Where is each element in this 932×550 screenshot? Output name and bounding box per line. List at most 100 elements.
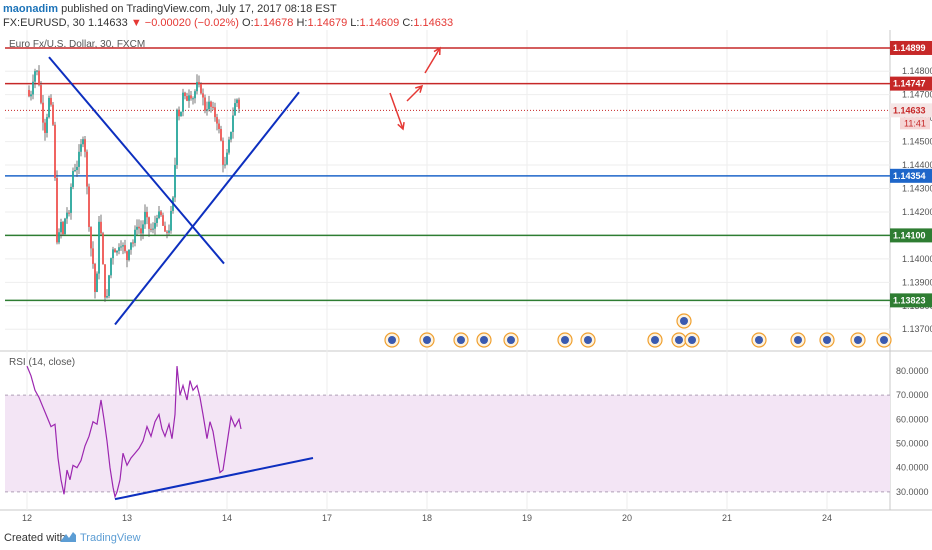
high-label: H: [296, 17, 308, 29]
event-flag-icon-inner [680, 317, 688, 325]
candle-body [238, 99, 240, 109]
candle-body [118, 247, 120, 251]
event-flag-icon-inner [507, 336, 515, 344]
candle-body [40, 85, 42, 103]
rsi-tick-label: 40.0000 [896, 463, 929, 473]
candle-body [138, 226, 140, 229]
candle-body [228, 139, 230, 153]
candle-body [168, 230, 170, 233]
chart-header: maonadim published on TradingView.com, J… [0, 0, 932, 30]
candle-body [202, 93, 204, 98]
chart-area[interactable]: Euro Fx/U.S. Dollar, 30, FXCM 1.14800 1.14… [0, 30, 932, 525]
candle-body [124, 245, 126, 252]
candle-body [96, 273, 98, 292]
event-flag-icon-inner [388, 336, 396, 344]
price-tick-label: 1.14000 [902, 254, 932, 264]
candle-body [156, 217, 158, 223]
price-tick-label: 1.13700 [902, 324, 932, 334]
candle-body [190, 95, 192, 99]
low-label: L: [350, 17, 360, 29]
candle-body [170, 210, 172, 231]
candle-body [68, 212, 70, 214]
candle-body [196, 82, 198, 92]
rsi-tick-label: 30.0000 [896, 487, 929, 497]
candle-body [106, 296, 108, 298]
event-flag-icon-inner [584, 336, 592, 344]
candle-body [164, 225, 166, 232]
level-price-label: 1.14747 [893, 79, 926, 89]
candle-body [144, 211, 146, 225]
rsi-tick-label: 70.0000 [896, 390, 929, 400]
candle-body [74, 169, 76, 172]
event-flag-icon-inner [423, 336, 431, 344]
last-price: 1.14633 [87, 17, 128, 29]
candle-body [146, 211, 148, 218]
candle-body [182, 92, 184, 112]
candle-body [32, 81, 34, 95]
candle-body [60, 222, 62, 233]
publish-text: published on TradingView.com, July 17, 2… [61, 3, 337, 15]
candle-body [100, 221, 102, 234]
candle-body [208, 101, 210, 110]
rsi-tick-label: 80.0000 [896, 366, 929, 376]
candle-body [220, 129, 222, 141]
candle-body [102, 233, 104, 265]
candle-body [180, 111, 182, 117]
time-tick-label: 13 [122, 513, 132, 523]
candle-body [54, 124, 56, 179]
rsi-pane-title: RSI (14, close) [9, 357, 75, 368]
price-tick-label: 1.14800 [902, 66, 932, 76]
price-tick-label: 1.14500 [902, 137, 932, 147]
event-flag-icon-inner [880, 336, 888, 344]
symbol-label: FX:EURUSD, 30 [3, 17, 85, 29]
countdown-label: 11:41 [904, 118, 926, 128]
candle-body [200, 83, 202, 94]
candle-body [92, 248, 94, 264]
price-change: −0.00020 (−0.02%) [144, 17, 239, 29]
publish-line: maonadim published on TradingView.com, J… [3, 3, 337, 15]
candle-body [62, 222, 64, 235]
time-tick-label: 18 [422, 513, 432, 523]
candle-body [140, 228, 142, 234]
candle-body [150, 228, 152, 230]
event-flag-icon-inner [561, 336, 569, 344]
candle-body [132, 242, 134, 244]
rsi-line [26, 365, 242, 499]
candle-body [130, 242, 132, 250]
candle-body [64, 218, 66, 235]
candle-body [98, 221, 100, 274]
candle-body [142, 224, 144, 234]
event-flag-icon-inner [794, 336, 802, 344]
level-price-tag [890, 228, 932, 243]
candle-body [186, 96, 188, 101]
tradingview-brand[interactable]: TradingView [80, 532, 141, 544]
candle-body [80, 144, 82, 152]
candle-body [88, 186, 90, 227]
candle-body [76, 166, 78, 170]
candle-body [58, 232, 60, 243]
candle-body [94, 263, 96, 292]
candle-body [108, 275, 110, 297]
open-label: O: [242, 17, 254, 29]
candle-body [222, 140, 224, 165]
candle-body [212, 106, 214, 108]
candle-body [194, 91, 196, 99]
candle-body [120, 246, 122, 248]
candle-body [210, 101, 212, 107]
candle-body [154, 222, 156, 229]
candle-body [198, 82, 200, 84]
candle-body [152, 228, 154, 230]
candle-body [84, 139, 86, 152]
candle-body [230, 131, 232, 140]
candle-body [44, 122, 46, 133]
price-tick-label: 1.14700 [902, 90, 932, 100]
candle-body [122, 245, 124, 247]
candle-body [56, 178, 58, 243]
candle-body [158, 211, 160, 218]
event-flag-icon-inner [651, 336, 659, 344]
candle-body [160, 211, 162, 216]
candle-body [232, 115, 234, 132]
event-flag-icon-inner [854, 336, 862, 344]
time-tick-label: 17 [322, 513, 332, 523]
author-link[interactable]: maonadim [3, 3, 59, 15]
